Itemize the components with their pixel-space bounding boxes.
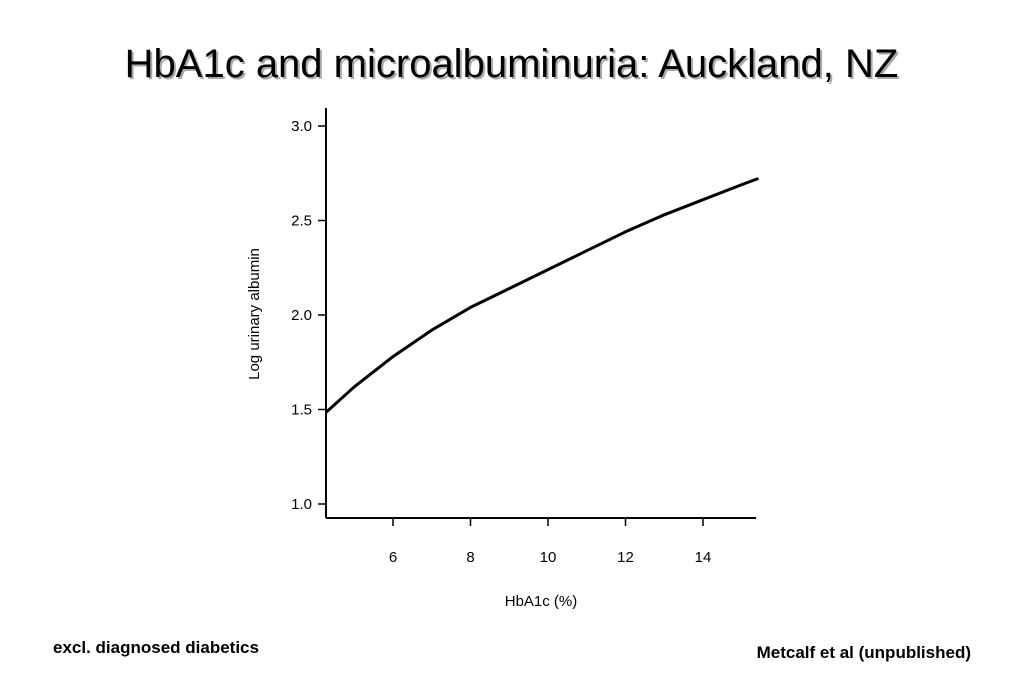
chart-axes: 1.0 1.5 2.0 2.5 3.0 6 8 10 12 14: [291, 108, 756, 566]
x-tick-label: 6: [389, 549, 397, 566]
y-tick-label: 2.0: [291, 307, 312, 324]
y-tick-label: 2.5: [291, 213, 312, 230]
footnote-source: Metcalf et al (unpublished): [756, 643, 971, 662]
chart-plot: [325, 177, 759, 413]
x-tick-label: 14: [695, 549, 712, 566]
slide-title: HbA1c and microalbuminuria: Auckland, NZ: [124, 42, 899, 86]
x-axis-label: HbA1c (%): [505, 593, 578, 610]
y-tick-label: 1.0: [291, 496, 312, 513]
x-tick-label: 10: [540, 549, 557, 566]
series-line: [325, 177, 759, 413]
x-tick-label: 8: [466, 549, 474, 566]
y-tick-label: 3.0: [291, 118, 312, 135]
x-tick-label: 12: [617, 549, 634, 566]
y-axis-label: Log urinary albumin: [246, 248, 263, 380]
footnote-exclusion: excl. diagnosed diabetics: [53, 638, 259, 657]
y-tick-label: 1.5: [291, 402, 312, 419]
